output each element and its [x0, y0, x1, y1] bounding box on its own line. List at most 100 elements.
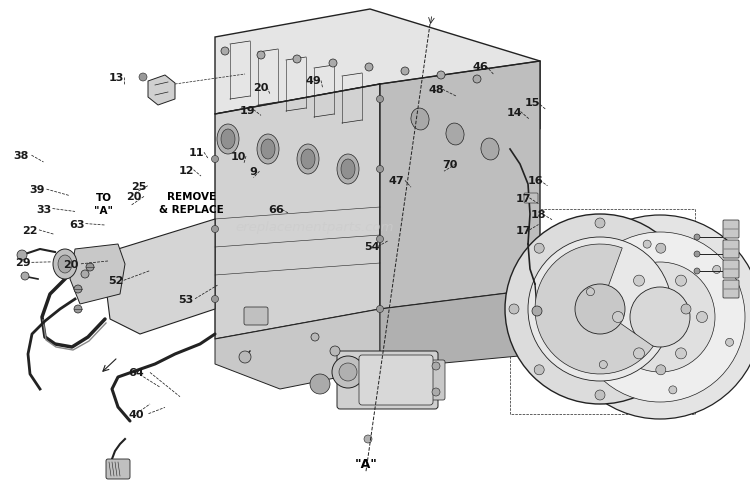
Circle shape	[139, 74, 147, 82]
Circle shape	[676, 275, 686, 287]
Text: 20: 20	[254, 83, 268, 93]
Circle shape	[211, 226, 218, 233]
FancyBboxPatch shape	[423, 360, 445, 400]
Circle shape	[432, 388, 440, 396]
Circle shape	[534, 365, 544, 375]
Circle shape	[74, 286, 82, 293]
Circle shape	[364, 435, 372, 443]
Circle shape	[376, 236, 383, 243]
Text: 40: 40	[129, 409, 144, 419]
FancyBboxPatch shape	[723, 280, 739, 298]
Polygon shape	[215, 85, 380, 339]
Circle shape	[86, 263, 94, 272]
Circle shape	[669, 386, 676, 394]
FancyBboxPatch shape	[723, 260, 739, 278]
Circle shape	[376, 96, 383, 103]
Circle shape	[21, 272, 29, 280]
Text: 64: 64	[129, 368, 144, 378]
Circle shape	[599, 361, 608, 369]
Text: 20: 20	[64, 259, 79, 269]
Circle shape	[634, 275, 644, 287]
Circle shape	[697, 312, 707, 323]
Text: 49: 49	[306, 76, 321, 86]
Circle shape	[605, 262, 715, 372]
Circle shape	[81, 271, 89, 278]
Polygon shape	[215, 10, 540, 130]
Circle shape	[725, 339, 734, 347]
Text: 38: 38	[13, 151, 28, 161]
Circle shape	[613, 312, 623, 323]
Ellipse shape	[337, 155, 359, 184]
Text: 48: 48	[429, 85, 444, 95]
FancyBboxPatch shape	[244, 307, 268, 325]
Circle shape	[694, 235, 700, 241]
Circle shape	[656, 365, 666, 375]
Text: 52: 52	[109, 276, 124, 286]
Polygon shape	[380, 62, 540, 309]
Ellipse shape	[261, 140, 275, 160]
Circle shape	[329, 60, 337, 68]
Text: 70: 70	[442, 160, 458, 169]
FancyBboxPatch shape	[723, 221, 739, 239]
Circle shape	[332, 356, 364, 388]
Circle shape	[558, 215, 750, 419]
Text: 20: 20	[126, 192, 141, 202]
Circle shape	[376, 306, 383, 313]
Circle shape	[575, 232, 745, 402]
Ellipse shape	[411, 109, 429, 131]
Text: 10: 10	[231, 152, 246, 162]
Text: 22: 22	[22, 226, 38, 235]
Ellipse shape	[221, 130, 235, 150]
Circle shape	[473, 76, 481, 84]
Ellipse shape	[481, 139, 499, 161]
Circle shape	[532, 306, 542, 317]
Circle shape	[365, 64, 373, 72]
Text: 25: 25	[131, 182, 146, 191]
Circle shape	[432, 362, 440, 370]
Ellipse shape	[217, 125, 239, 155]
Text: 54: 54	[364, 242, 380, 252]
Circle shape	[310, 374, 330, 394]
Circle shape	[339, 363, 357, 381]
Circle shape	[257, 52, 265, 60]
Text: 39: 39	[30, 185, 45, 195]
Circle shape	[221, 48, 229, 56]
Ellipse shape	[53, 249, 77, 279]
Circle shape	[437, 72, 445, 80]
Circle shape	[239, 351, 251, 363]
Circle shape	[17, 251, 27, 260]
Circle shape	[630, 287, 690, 348]
Text: 47: 47	[388, 176, 404, 186]
Circle shape	[656, 243, 666, 254]
FancyBboxPatch shape	[723, 241, 739, 258]
FancyBboxPatch shape	[106, 459, 130, 479]
Circle shape	[694, 269, 700, 274]
Circle shape	[211, 296, 218, 303]
Text: 17: 17	[516, 226, 531, 235]
Text: 9: 9	[250, 167, 257, 177]
Text: REMOVE
& REPLACE: REMOVE & REPLACE	[159, 192, 224, 215]
Circle shape	[644, 241, 651, 249]
Polygon shape	[215, 309, 380, 389]
Circle shape	[376, 166, 383, 173]
Circle shape	[595, 390, 605, 400]
Polygon shape	[70, 244, 125, 304]
Circle shape	[575, 285, 625, 334]
Text: 11: 11	[189, 148, 204, 158]
Circle shape	[528, 238, 672, 381]
Text: TO
"A": TO "A"	[94, 193, 113, 216]
Text: ereplacementparts.com: ereplacementparts.com	[236, 221, 394, 234]
Text: "A": "A"	[355, 457, 377, 469]
Circle shape	[676, 348, 686, 359]
Polygon shape	[105, 220, 215, 334]
Text: 18: 18	[531, 210, 546, 220]
Text: 19: 19	[240, 106, 255, 115]
Circle shape	[211, 156, 218, 163]
FancyBboxPatch shape	[524, 194, 538, 204]
Circle shape	[293, 56, 301, 64]
Circle shape	[595, 219, 605, 228]
Ellipse shape	[257, 135, 279, 165]
Circle shape	[401, 68, 409, 76]
Text: 29: 29	[15, 258, 30, 268]
Circle shape	[505, 214, 695, 404]
